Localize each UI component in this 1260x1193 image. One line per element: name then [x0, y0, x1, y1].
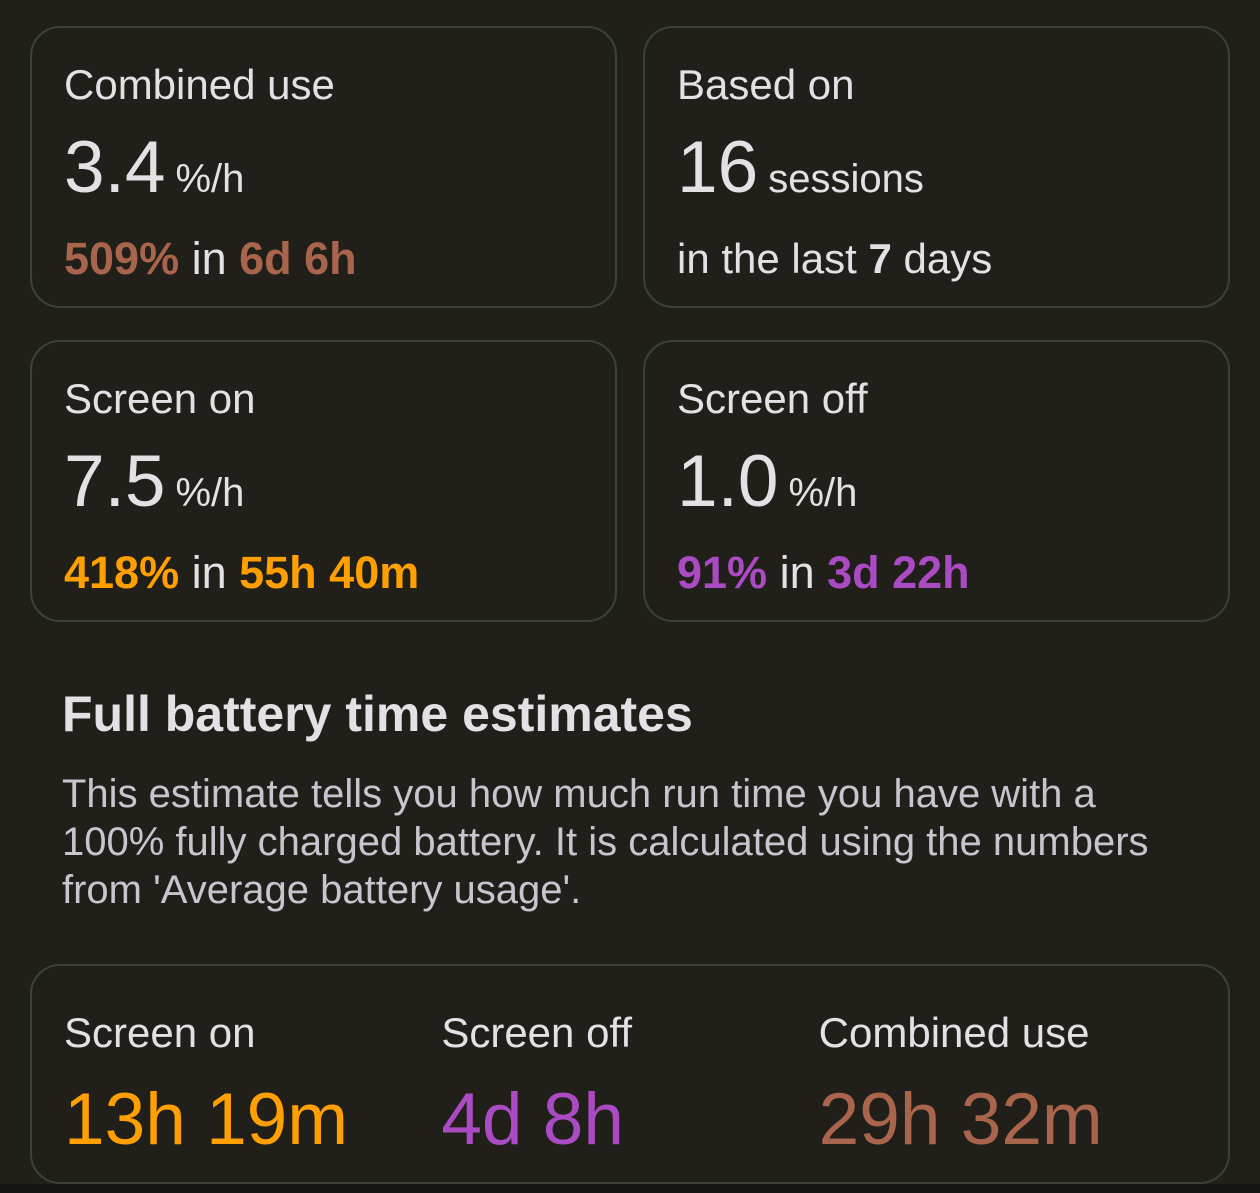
card-title: Screen off — [677, 375, 868, 422]
stat-card-screen-off: Screen off 1.0 %/h 91% in 3d 22h — [643, 340, 1230, 622]
card-title: Combined use — [64, 61, 335, 108]
card-value-line: 1.0 %/h — [677, 442, 1194, 533]
card-value-line: 7.5 %/h — [64, 442, 581, 533]
card-value: 7.5 — [64, 441, 166, 522]
detail-duration: 3d 22h — [827, 547, 970, 598]
detail-connector: in — [767, 547, 828, 598]
stat-card-combined-use: Combined use 3.4 %/h 509% in 6d 6h — [30, 26, 617, 308]
detail-amount: 91% — [677, 547, 768, 598]
detail-amount: 509% — [64, 233, 180, 284]
line2-days-count: 7 — [868, 235, 892, 282]
detail-connector: in — [179, 547, 240, 598]
stat-card-based-on: Based on 16 sessions in the last 7 days — [643, 26, 1230, 308]
card-title: Screen on — [64, 375, 256, 422]
card-detail: 418% in 55h 40m — [64, 547, 581, 599]
estimates-description: This estimate tells you how much run tim… — [62, 772, 1149, 912]
card-detail: 509% in 6d 6h — [64, 233, 581, 285]
card-value-unit: %/h — [175, 157, 245, 201]
average-usage-grid: Combined use 3.4 %/h 509% in 6d 6h Based … — [30, 26, 1230, 622]
estimate-label: Screen on — [64, 1009, 256, 1056]
card-value-unit: %/h — [175, 471, 245, 515]
estimates-card: Screen on 13h 19m Screen off 4d 8h Combi… — [30, 964, 1230, 1184]
estimate-column-screen-on: Screen on 13h 19m — [64, 1008, 441, 1182]
card-value-line: 3.4 %/h — [64, 128, 581, 219]
detail-duration: 6d 6h — [239, 233, 357, 284]
card-value: 1.0 — [677, 441, 779, 522]
card-value-unit: %/h — [788, 471, 858, 515]
estimate-column-screen-off: Screen off 4d 8h — [441, 1008, 818, 1182]
estimate-value: 13h 19m — [64, 1079, 349, 1160]
estimate-value: 4d 8h — [441, 1079, 625, 1160]
detail-duration: 55h 40m — [239, 547, 420, 598]
card-value: 3.4 — [64, 127, 166, 208]
bottom-strip — [0, 1184, 1260, 1193]
card-value-line: 16 sessions — [677, 128, 1194, 219]
card-detail: in the last 7 days — [677, 233, 1194, 285]
full-battery-estimates-heading: Full battery time estimates — [62, 686, 693, 742]
estimate-label: Combined use — [818, 1009, 1090, 1056]
stat-card-screen-on: Screen on 7.5 %/h 418% in 55h 40m — [30, 340, 617, 622]
card-value: 16 — [677, 127, 759, 208]
detail-connector: in — [179, 233, 240, 284]
card-value-unit: sessions — [768, 157, 924, 201]
card-title: Based on — [677, 61, 855, 108]
estimate-label: Screen off — [441, 1009, 633, 1056]
estimate-value: 29h 32m — [818, 1079, 1103, 1160]
line2-prefix: in the last — [677, 235, 869, 282]
card-detail: 91% in 3d 22h — [677, 547, 1194, 599]
estimate-column-combined-use: Combined use 29h 32m — [819, 1008, 1196, 1182]
line2-suffix: days — [891, 235, 993, 282]
detail-amount: 418% — [64, 547, 180, 598]
